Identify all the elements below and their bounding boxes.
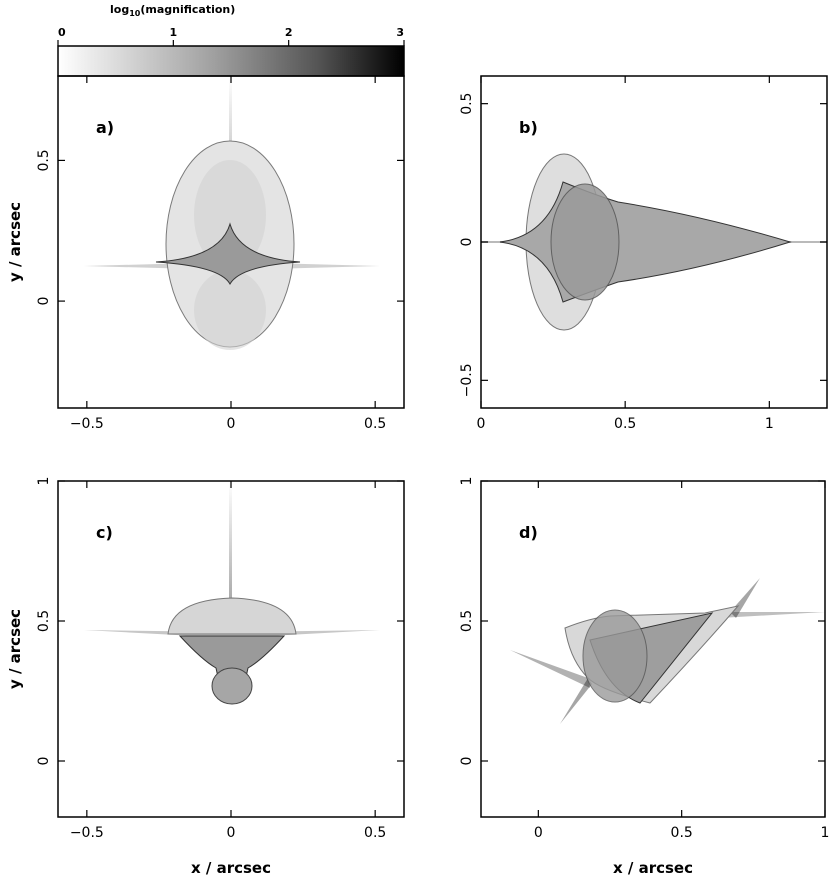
y-tick-label: 0.5 [36,149,52,171]
x-tick-label: 0.5 [671,825,693,841]
panel-frame [480,480,826,818]
x-tick-label: −0.5 [70,416,104,432]
panel-c-image [84,481,380,705]
x-tick-label: 0 [477,416,486,432]
y-axis-label: y / arcsec [6,202,24,282]
colorbar-tick-label: 1 [170,26,178,39]
panel-label: b) [519,118,538,137]
x-tick-label: 0.5 [364,416,386,432]
panel-label: a) [96,118,114,137]
panel-c: −0.5 0 0.5 0 0.5 1 c) y / arcsec x / arcsec [6,477,405,877]
y-axis-label: y / arcsec [6,609,24,689]
y-tick-label: 0 [36,297,52,306]
colorbar: log10(magnification) 0 1 2 3 [57,3,405,77]
x-axis-label: x / arcsec [191,859,271,877]
colorbar-tick-label: 2 [285,26,293,39]
y-tick-label: 0.5 [459,93,475,115]
x-tick-label: −0.5 [70,825,104,841]
panel-b-image [481,153,827,331]
panel-label: d) [519,523,538,542]
y-tick-label: 0 [36,757,52,766]
y-tick-label: 0.5 [36,610,52,632]
x-tick-label: 0 [534,825,543,841]
colorbar-tick-label: 0 [58,26,66,39]
x-tick-label: 0 [227,416,236,432]
panel-d: 0 0.5 1 0 0.5 1 d) x / arcsec [459,477,829,877]
colorbar-gradient [57,45,405,77]
x-axis-label: x / arcsec [613,859,693,877]
y-tick-label: 0 [459,238,475,247]
y-tick-label: −0.5 [459,363,475,397]
x-tick-label: 0 [227,825,236,841]
y-tick-label: 0.5 [459,610,475,632]
panel-a-image [84,76,380,350]
y-tick-label: 0 [459,757,475,766]
x-tick-label: 1 [821,825,830,841]
y-tick-label: 1 [459,477,475,486]
x-tick-label: 0.5 [364,825,386,841]
colorbar-label: log10(magnification) [110,3,235,18]
y-tick-label: 1 [36,477,52,486]
x-tick-label: 0.5 [614,416,636,432]
panel-d-image [510,578,825,724]
colorbar-tick-label: 3 [396,26,404,39]
panel-label: c) [96,523,113,542]
panel-b: 0 0.5 1 −0.5 0 0.5 b) [459,75,828,432]
panel-a: −0.5 0 0.5 0 0.5 a) y / arcsec [6,75,405,432]
x-tick-label: 1 [765,416,774,432]
